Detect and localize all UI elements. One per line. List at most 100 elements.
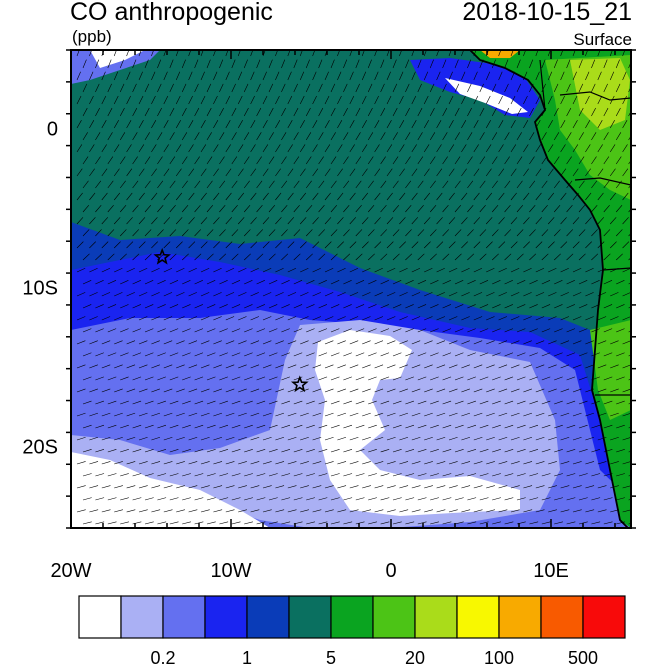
wind-barb: [374, 412, 384, 417]
wind-barb: [572, 217, 580, 225]
wind-barb: [454, 280, 464, 285]
wind-barb: [250, 95, 255, 105]
wind-barb: [157, 424, 167, 429]
wind-barb: [225, 144, 231, 153]
wind-barb: [349, 461, 359, 465]
wind-barb: [157, 229, 164, 237]
wind-barb: [206, 59, 211, 69]
wind-barb: [76, 292, 86, 297]
wind-barb: [256, 180, 263, 189]
wind-barb: [355, 156, 362, 165]
wind-barb: [548, 509, 557, 513]
wind-barb: [169, 132, 175, 141]
wind-barb: [262, 95, 268, 105]
wind-barb: [529, 59, 534, 69]
wind-barb: [305, 156, 312, 165]
wind-barb: [467, 59, 472, 69]
wind-barb: [144, 229, 152, 237]
wind-barb: [213, 95, 218, 105]
wind-barb: [126, 461, 136, 465]
wind-barb: [138, 241, 146, 249]
wind-barb: [424, 412, 433, 417]
wind-barb: [114, 436, 123, 441]
wind-barb: [225, 461, 235, 465]
wind-barb: [337, 50, 340, 57]
wind-barb: [324, 120, 330, 129]
wind-barb: [262, 436, 272, 441]
wind-barb: [548, 461, 557, 465]
wind-barb: [491, 107, 497, 117]
wind-barb: [560, 120, 566, 129]
wind-barb: [305, 132, 312, 141]
wind-barb: [603, 156, 610, 165]
wind-barb: [256, 59, 261, 69]
wind-barb: [541, 132, 547, 141]
wind-barb: [641, 254, 648, 260]
wind-barb: [176, 412, 185, 417]
wind-barb: [641, 353, 649, 356]
wind-barb: [182, 328, 191, 333]
wind-barb: [622, 364, 631, 369]
wind-barb: [275, 364, 284, 369]
wind-barb: [628, 282, 631, 285]
wind-barb: [355, 449, 365, 453]
wind-barb: [473, 71, 478, 81]
wind-barb: [367, 132, 374, 141]
wind-barb: [343, 521, 353, 525]
wind-barb: [206, 328, 216, 333]
wind-barb: [492, 352, 501, 357]
wind-barb: [603, 280, 613, 285]
wind-barb: [591, 473, 601, 477]
colorbar-swatch: [414, 595, 458, 639]
wind-barb: [560, 412, 570, 417]
wind-barb: [76, 267, 86, 273]
wind-barb: [300, 364, 309, 369]
wind-barb: [362, 412, 371, 417]
wind-barb: [454, 521, 464, 525]
wind-barb: [95, 83, 100, 93]
wind-barb: [454, 107, 460, 117]
wind-barb: [151, 217, 158, 225]
wind-barb: [287, 144, 293, 153]
wind-barb: [194, 328, 204, 333]
wind-barb: [101, 192, 108, 201]
wind-barb: [138, 461, 148, 465]
wind-barb: [250, 168, 257, 177]
wind-barb: [417, 376, 427, 381]
wind-barb: [498, 50, 502, 57]
wind-barb: [442, 376, 452, 381]
wind-barb: [300, 461, 309, 465]
wind-barb: [281, 352, 290, 357]
wind-barb: [330, 253, 338, 261]
wind-barb: [529, 352, 538, 357]
colorbar: [78, 595, 626, 639]
wind-barb: [312, 316, 322, 321]
wind-barb: [126, 217, 133, 225]
wind-barb: [641, 401, 650, 404]
wind-barb: [281, 204, 288, 213]
wind-barb: [411, 485, 421, 489]
wind-barb: [374, 71, 379, 81]
wind-barb: [498, 388, 508, 393]
wind-barb: [151, 509, 161, 513]
wind-barb: [554, 304, 563, 309]
wind-barb: [603, 473, 613, 477]
wind-barb: [299, 192, 307, 201]
wind-barb: [231, 229, 239, 237]
wind-barb: [585, 50, 588, 57]
wind-barb: [615, 132, 622, 141]
wind-barb: [287, 217, 295, 225]
wind-barb: [188, 144, 194, 153]
wind-barb: [535, 436, 545, 441]
wind-barb: [95, 352, 104, 357]
wind-barb: [268, 132, 274, 141]
wind-barb: [275, 192, 282, 201]
wind-barb: [126, 292, 135, 297]
wind-barb: [305, 204, 313, 213]
wind-barb: [442, 229, 449, 237]
wind-barb: [132, 83, 137, 93]
wind-barb: [188, 461, 198, 465]
wind-barb: [461, 192, 468, 201]
wind-barb: [231, 107, 237, 117]
wind-barb: [553, 59, 558, 69]
